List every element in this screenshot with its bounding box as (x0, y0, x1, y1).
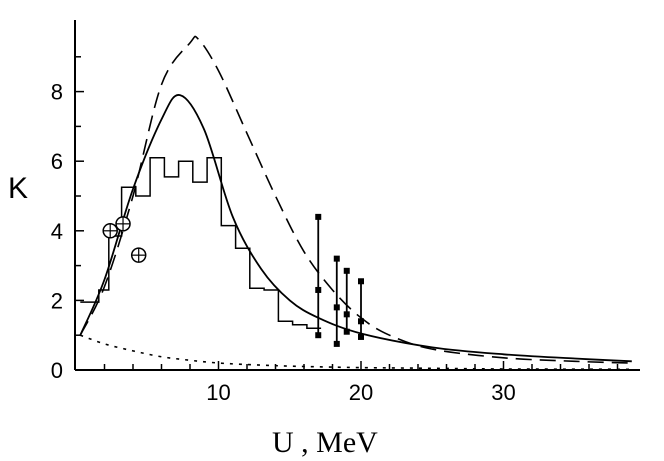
y-axis-label: K (8, 172, 28, 205)
circle-plus-marker (115, 216, 131, 232)
solid-curve (79, 94, 632, 363)
error-bar-point (315, 213, 322, 220)
y-tick-label: 2 (51, 288, 63, 313)
x-axis-label: U , MeV (272, 426, 378, 459)
circle-plus-marker (102, 223, 118, 239)
x-tick-label: 20 (349, 380, 373, 405)
error-bar-point (315, 286, 322, 293)
axes: 0 2 4 6 8 10 20 30 (51, 20, 640, 405)
error-bar-point (343, 311, 350, 318)
y-tick-label: 0 (51, 358, 63, 383)
x-tick-label: 30 (491, 380, 515, 405)
error-bar (343, 267, 350, 335)
y-tick-label: 8 (51, 80, 63, 105)
error-bar-point (343, 328, 350, 335)
error-bar (358, 278, 364, 340)
error-bar-point (333, 340, 340, 347)
error-bar (333, 255, 340, 347)
error-bar-point (358, 318, 364, 325)
dotted-curve (80, 334, 632, 371)
error-bar-point (315, 332, 322, 339)
circle-plus-marker (130, 247, 147, 263)
error-bar-point (333, 255, 340, 262)
y-tick-label: 6 (51, 149, 63, 174)
dashed-curve (79, 35, 632, 364)
error-bar-point (358, 278, 364, 285)
histogram-steps (80, 156, 322, 329)
error-bar-point (333, 304, 340, 311)
x-tick-label: 10 (206, 380, 230, 405)
plot-area (79, 35, 632, 371)
error-bar-point (343, 267, 350, 274)
error-bar (315, 213, 322, 339)
error-bar-point (358, 333, 364, 340)
y-tick-label: 4 (51, 219, 63, 244)
